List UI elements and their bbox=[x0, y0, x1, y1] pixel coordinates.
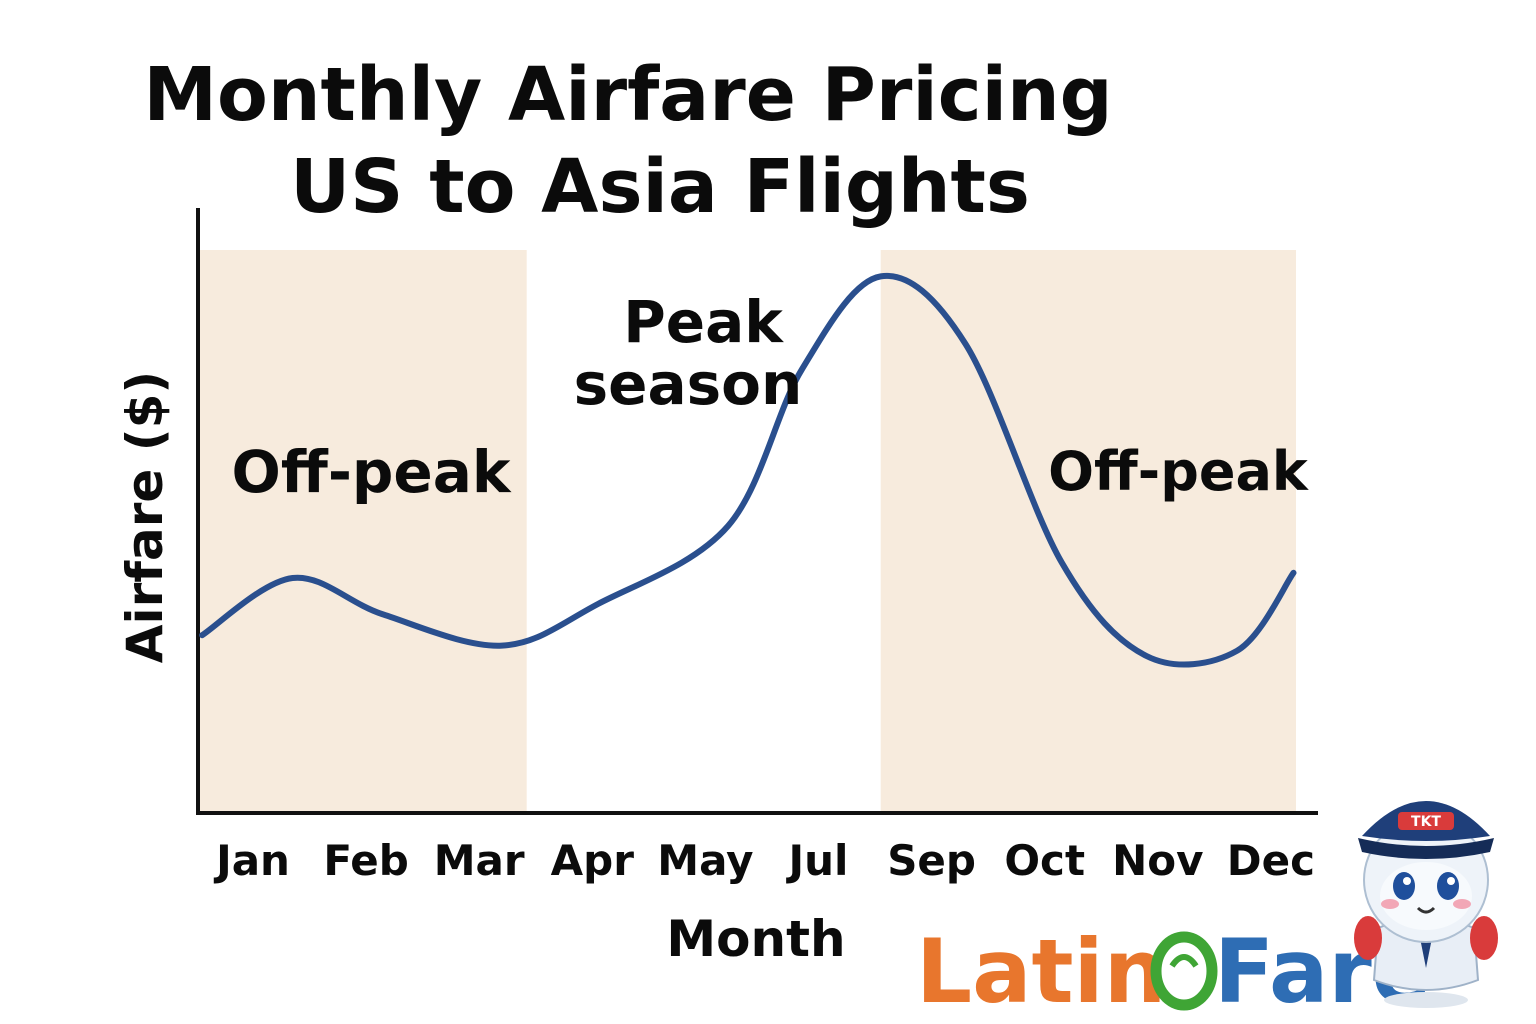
series-layer bbox=[199, 272, 1297, 668]
mascot-cap-text: TKT bbox=[1411, 814, 1441, 830]
annotation-label: season bbox=[574, 350, 803, 418]
annotation-label: Off-peak bbox=[1048, 440, 1309, 503]
chart-title: Monthly Airfare Pricing bbox=[143, 52, 1113, 138]
annotation-label: Peak bbox=[623, 288, 784, 356]
series-line-1 bbox=[199, 272, 1297, 668]
annotation-label: Off-peak bbox=[232, 438, 512, 506]
x-tick-label: Nov bbox=[1112, 836, 1203, 885]
y-axis-label: Airfare ($) bbox=[116, 371, 174, 663]
x-tick-label: Jan bbox=[213, 836, 290, 885]
chart-subtitle: US to Asia Flights bbox=[290, 144, 1030, 230]
shaded-regions bbox=[200, 250, 1296, 811]
shaded-region-1 bbox=[200, 250, 527, 811]
x-tick-label: Dec bbox=[1227, 836, 1315, 885]
x-tick-label: Jul bbox=[786, 836, 849, 885]
x-tick-label: Apr bbox=[551, 836, 635, 885]
x-tick-label: Feb bbox=[323, 836, 409, 885]
logo-text-latin: Latin bbox=[916, 920, 1166, 1016]
x-tick-label: Oct bbox=[1004, 836, 1085, 885]
shaded-region-2 bbox=[880, 250, 1296, 811]
pilot-mascot-icon: TKT bbox=[1354, 790, 1498, 1008]
x-tick-labels: Jan Feb Mar Apr May Jul Sep Oct Nov Dec bbox=[213, 836, 1315, 885]
x-tick-label: May bbox=[657, 836, 753, 885]
x-axis-label: Month bbox=[666, 910, 845, 968]
axes bbox=[196, 208, 1318, 815]
logo-ring-icon bbox=[1150, 931, 1218, 1011]
x-tick-label: Mar bbox=[434, 836, 525, 885]
x-tick-label: Sep bbox=[887, 836, 976, 885]
